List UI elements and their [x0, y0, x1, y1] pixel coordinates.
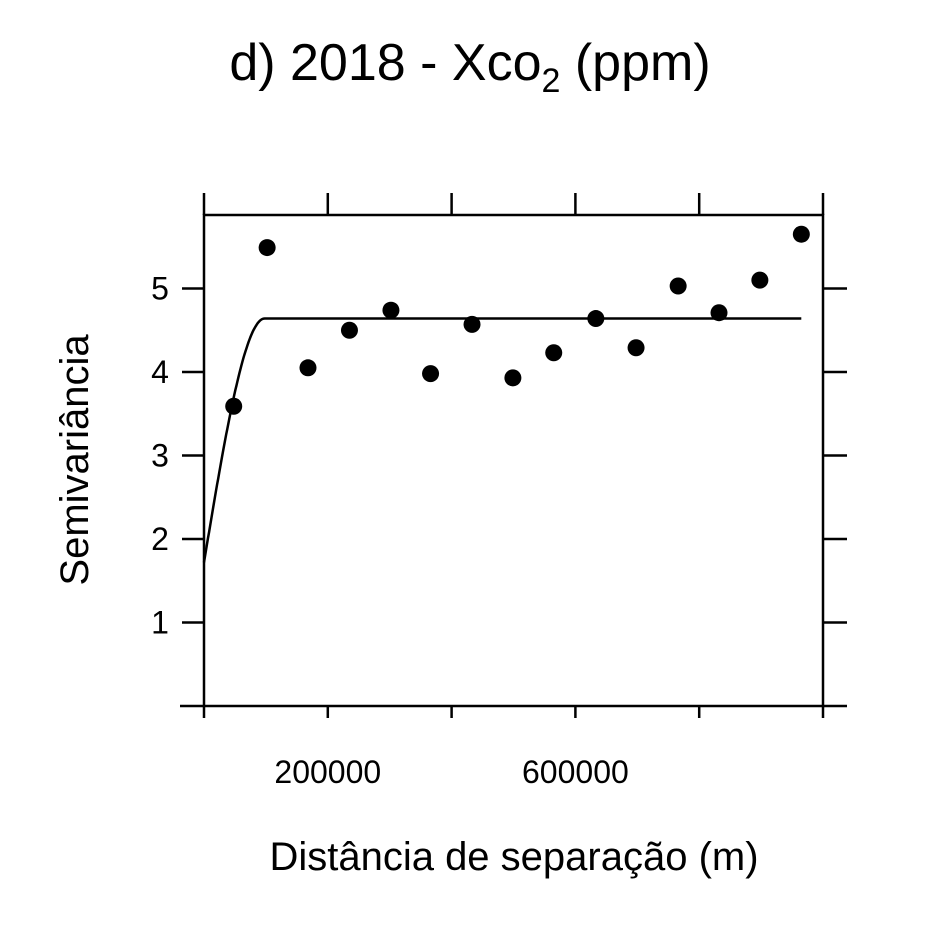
- data-point-11: [669, 277, 687, 295]
- data-points: [225, 225, 810, 415]
- data-point-5: [422, 365, 440, 383]
- x-axis-label: Distância de separação (m): [269, 835, 758, 879]
- chart-title-main: d) 2018 - Xco: [229, 34, 541, 92]
- data-point-3: [340, 321, 358, 339]
- fitted-model-line: [202, 317, 802, 563]
- y-axis-tick-labels: 1 2 3 4 5: [151, 270, 169, 640]
- y-tick-label-2: 3: [151, 437, 169, 473]
- x-tick-label-0: 200000: [274, 754, 381, 790]
- data-point-12: [710, 304, 728, 322]
- data-point-8: [545, 344, 563, 362]
- data-point-13: [751, 271, 769, 289]
- plot-frame: [202, 213, 825, 708]
- y-tick-label-4: 5: [151, 270, 169, 306]
- y-axis-ticks: [182, 287, 847, 624]
- data-point-6: [463, 315, 481, 333]
- x-axis-ticks: [180, 193, 847, 718]
- chart-title: d) 2018 - Xco2 (ppm): [229, 34, 710, 100]
- data-point-14: [792, 225, 810, 243]
- data-point-1: [258, 239, 276, 257]
- chart-title-suffix: (ppm): [560, 34, 710, 92]
- data-point-0: [225, 397, 243, 415]
- data-point-10: [627, 339, 645, 357]
- x-axis-tick-labels: 200000 600000: [274, 754, 628, 790]
- y-tick-label-3: 4: [151, 354, 169, 390]
- data-point-2: [299, 359, 317, 377]
- chart-title-subscript: 2: [542, 62, 561, 100]
- data-point-7: [504, 369, 522, 387]
- x-tick-label-1: 600000: [522, 754, 629, 790]
- y-tick-label-0: 1: [151, 604, 169, 640]
- data-point-9: [587, 310, 605, 328]
- y-tick-label-1: 2: [151, 521, 169, 557]
- data-point-4: [382, 301, 400, 319]
- y-axis-label: Semivariância: [53, 334, 97, 586]
